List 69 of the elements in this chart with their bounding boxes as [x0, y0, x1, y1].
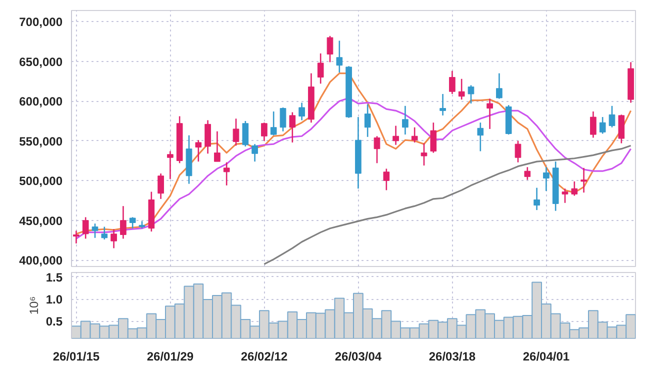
- candlestick: [167, 150, 174, 180]
- candlestick: [514, 140, 522, 163]
- candlestick: [270, 110, 277, 136]
- candlestick: [420, 142, 428, 166]
- candlestick: [326, 35, 334, 63]
- y-tick-label: 650,000: [19, 54, 63, 69]
- x-tick-label: 26/02/12: [240, 350, 288, 364]
- candlestick: [101, 226, 108, 240]
- candlestick: [252, 143, 258, 162]
- candlestick: [543, 166, 550, 192]
- candlestick: [158, 172, 164, 200]
- candlestick: [608, 105, 616, 128]
- candlestick: [336, 40, 343, 74]
- candlestick: [590, 110, 596, 138]
- candlestick: [195, 139, 202, 162]
- candlestick: [402, 105, 408, 136]
- candlestick: [374, 135, 380, 164]
- candlestick: [486, 98, 493, 130]
- y-tick-label: 550,000: [19, 134, 63, 148]
- candlestick: [571, 180, 578, 196]
- x-tick-label: 26/03/18: [428, 350, 476, 364]
- candlestick: [440, 93, 446, 116]
- line-series: [263, 144, 632, 265]
- candlestick: [204, 120, 211, 154]
- candlestick: [477, 122, 484, 152]
- y-axis-title: 10⁶: [26, 296, 41, 315]
- candlestick: [430, 122, 437, 154]
- candlestick: [458, 78, 465, 100]
- candlestick: [223, 162, 230, 186]
- x-tick-label: 26/04/01: [522, 350, 570, 364]
- candlestick: [524, 166, 531, 180]
- candlestick: [562, 188, 568, 204]
- candlestick: [110, 228, 117, 249]
- y-tick-label: 600,000: [19, 94, 63, 109]
- candlestick: [214, 130, 220, 162]
- candlestick: [82, 216, 89, 240]
- x-tick-label: 26/01/15: [52, 350, 100, 364]
- candlestick: [261, 122, 268, 142]
- candlestick: [242, 120, 249, 148]
- candlestick: [317, 52, 324, 84]
- y-tick-label: 700,000: [19, 15, 63, 30]
- candlestick: [73, 230, 80, 244]
- candlestick: [618, 114, 625, 144]
- candlestick: [120, 205, 126, 240]
- candlestick: [280, 106, 286, 132]
- candlestick: [383, 168, 390, 191]
- candlestick: [289, 112, 296, 144]
- x-tick-label: 26/01/29: [146, 350, 194, 364]
- candlestick: [580, 167, 587, 194]
- candlestick: [298, 102, 305, 121]
- y-tick-label: 400,000: [19, 254, 63, 268]
- candlestick: [129, 216, 136, 229]
- candlestick: [392, 125, 399, 146]
- x-tick-label: 26/03/04: [334, 350, 382, 364]
- candlestick: [411, 126, 418, 144]
- y-tick-label: 1.0: [46, 292, 63, 307]
- y-tick-label: 0.5: [46, 314, 63, 329]
- candlestick: [468, 84, 474, 104]
- candlestick: [92, 222, 98, 239]
- line-series: [75, 97, 632, 240]
- y-tick-label: 450,000: [19, 214, 63, 228]
- candlestick: [496, 72, 502, 100]
- y-tick-label: 1.5: [46, 270, 63, 284]
- candlestick: [599, 116, 606, 134]
- candlestick: [534, 187, 540, 211]
- candlestick: [449, 70, 456, 95]
- candlestick: [232, 118, 240, 146]
- candlestick: [364, 104, 371, 138]
- y-tick-label: 500,000: [19, 174, 63, 188]
